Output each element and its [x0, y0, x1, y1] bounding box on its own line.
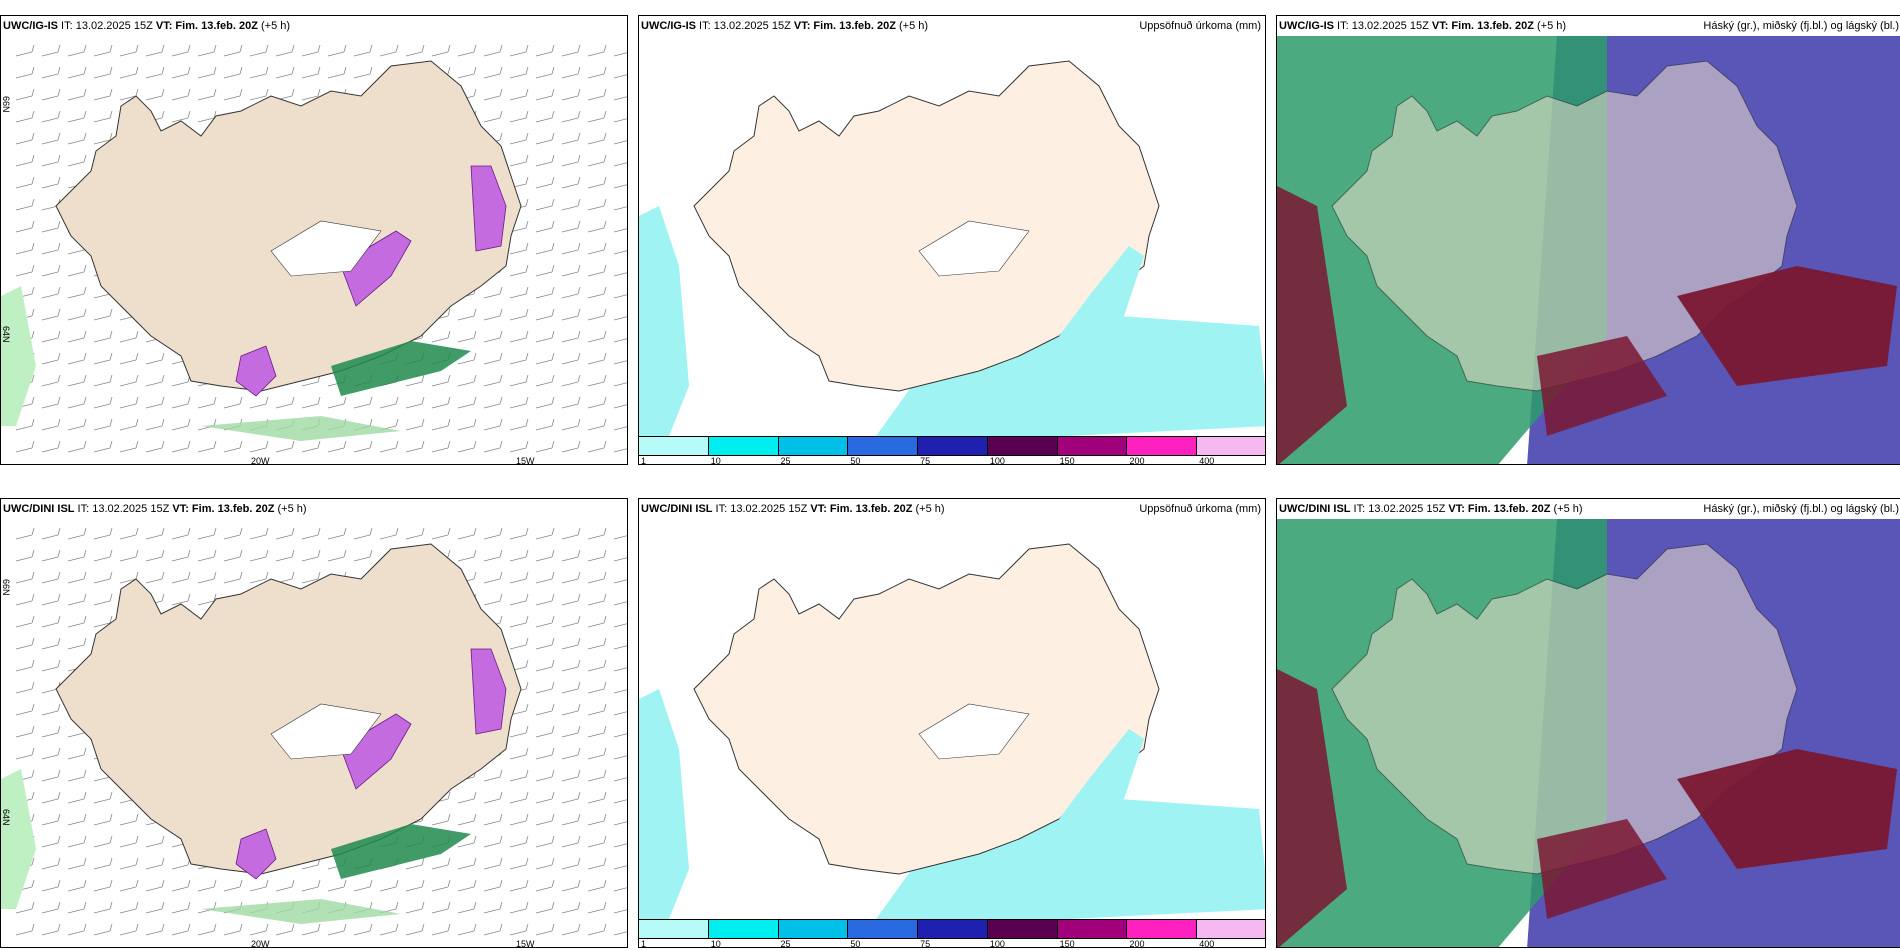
precip-map [639, 543, 1265, 929]
lon-label: 15W [516, 939, 535, 948]
panel-header: UWC/DINI ISL IT: 13.02.2025 15Z VT: Fim.… [1, 499, 627, 519]
colorbar-label: 400 [1199, 939, 1215, 948]
colorbar-label: 100 [989, 939, 1005, 948]
colorbar-swatch [1197, 920, 1265, 938]
colorbar-label: 75 [920, 456, 931, 465]
precip-map [639, 60, 1265, 446]
map-panel-3: UWC/IG-IS IT: 13.02.2025 15Z VT: Fim. 13… [1276, 15, 1900, 465]
precip-colorbar: 1 10 25 50 75 100 150 200 400 [639, 436, 1265, 465]
map-panel-2: UWC/IG-IS IT: 13.02.2025 15Z VT: Fim. 13… [638, 15, 1266, 465]
colorbar-label: 10 [710, 456, 721, 465]
lat-label: 66N [1, 96, 11, 113]
colorbar-label: 10 [710, 939, 721, 948]
colorbar-swatch [918, 920, 988, 938]
colorbar-swatch [778, 920, 849, 938]
cloud-map [1277, 36, 1900, 464]
panel-field-title: Háský (gr.), miðský (fj.bl.) og lágský (… [1703, 503, 1899, 515]
panel-field-title: Uppsöfnuð úrkoma (mm) [1139, 503, 1261, 515]
panel-header: UWC/DINI ISL IT: 13.02.2025 15Z VT: Fim.… [639, 499, 1265, 519]
panel-header: UWC/DINI ISL IT: 13.02.2025 15Z VT: Fim.… [1277, 499, 1900, 519]
colorbar-swatch [848, 437, 919, 455]
lon-label: 20W [251, 456, 270, 465]
cloud-map [1277, 519, 1900, 947]
colorbar-swatch [1197, 437, 1265, 455]
colorbar-label: 100 [989, 456, 1005, 465]
colorbar-label: 200 [1129, 939, 1145, 948]
colorbar-swatch [848, 920, 919, 938]
map-panel-6: UWC/DINI ISL IT: 13.02.2025 15Z VT: Fim.… [1276, 498, 1900, 948]
colorbar-label: 1 [641, 456, 647, 465]
model-name: UWC/DINI ISL [1279, 503, 1351, 515]
model-name: UWC/DINI ISL [3, 503, 75, 515]
colorbar-swatch [987, 920, 1058, 938]
colorbar-swatch [1127, 920, 1198, 938]
panel-header: UWC/IG-IS IT: 13.02.2025 15Z VT: Fim. 13… [1, 16, 627, 36]
panel-header: UWC/IG-IS IT: 13.02.2025 15Z VT: Fim. 13… [639, 16, 1265, 36]
colorbar-label: 400 [1199, 456, 1215, 465]
lon-label: 20W [251, 939, 270, 948]
panel-field-title: Háský (gr.), miðský (fj.bl.) og lágský (… [1703, 20, 1899, 32]
panel-field-title: Uppsöfnuð úrkoma (mm) [1139, 20, 1261, 32]
colorbar-label: 200 [1129, 456, 1145, 465]
colorbar-swatch [639, 920, 709, 938]
wind-map [1, 44, 627, 453]
colorbar-swatch [639, 437, 709, 455]
colorbar-swatch [918, 437, 988, 455]
colorbar-label: 150 [1059, 939, 1075, 948]
colorbar-swatch [708, 920, 779, 938]
panel-header: UWC/IG-IS IT: 13.02.2025 15Z VT: Fim. 13… [1277, 16, 1900, 36]
colorbar-label: 150 [1059, 456, 1075, 465]
model-name: UWC/IG-IS [1279, 20, 1334, 32]
colorbar-label: 50 [850, 456, 861, 465]
map-panel-5: UWC/DINI ISL IT: 13.02.2025 15Z VT: Fim.… [638, 498, 1266, 948]
map-panel-4: UWC/DINI ISL IT: 13.02.2025 15Z VT: Fim.… [0, 498, 628, 948]
map-panel-1: UWC/IG-IS IT: 13.02.2025 15Z VT: Fim. 13… [0, 15, 628, 465]
model-name: UWC/IG-IS [3, 20, 58, 32]
lat-label: 64N [1, 326, 11, 343]
model-name: UWC/DINI ISL [641, 503, 713, 515]
lat-label: 66N [1, 579, 11, 596]
colorbar-swatch [708, 437, 779, 455]
colorbar-label: 75 [920, 939, 931, 948]
precip-colorbar: 1 10 25 50 75 100 150 200 400 [639, 919, 1265, 948]
lat-label: 64N [1, 809, 11, 826]
wind-map [1, 527, 627, 936]
colorbar-label: 25 [780, 456, 791, 465]
colorbar-label: 25 [780, 939, 791, 948]
colorbar-swatch [987, 437, 1058, 455]
colorbar-swatch [1057, 437, 1128, 455]
colorbar-swatch [1127, 437, 1198, 455]
lon-label: 15W [516, 456, 535, 465]
model-name: UWC/IG-IS [641, 20, 696, 32]
colorbar-label: 1 [641, 939, 647, 948]
colorbar-swatch [1057, 920, 1128, 938]
colorbar-swatch [778, 437, 849, 455]
colorbar-label: 50 [850, 939, 861, 948]
